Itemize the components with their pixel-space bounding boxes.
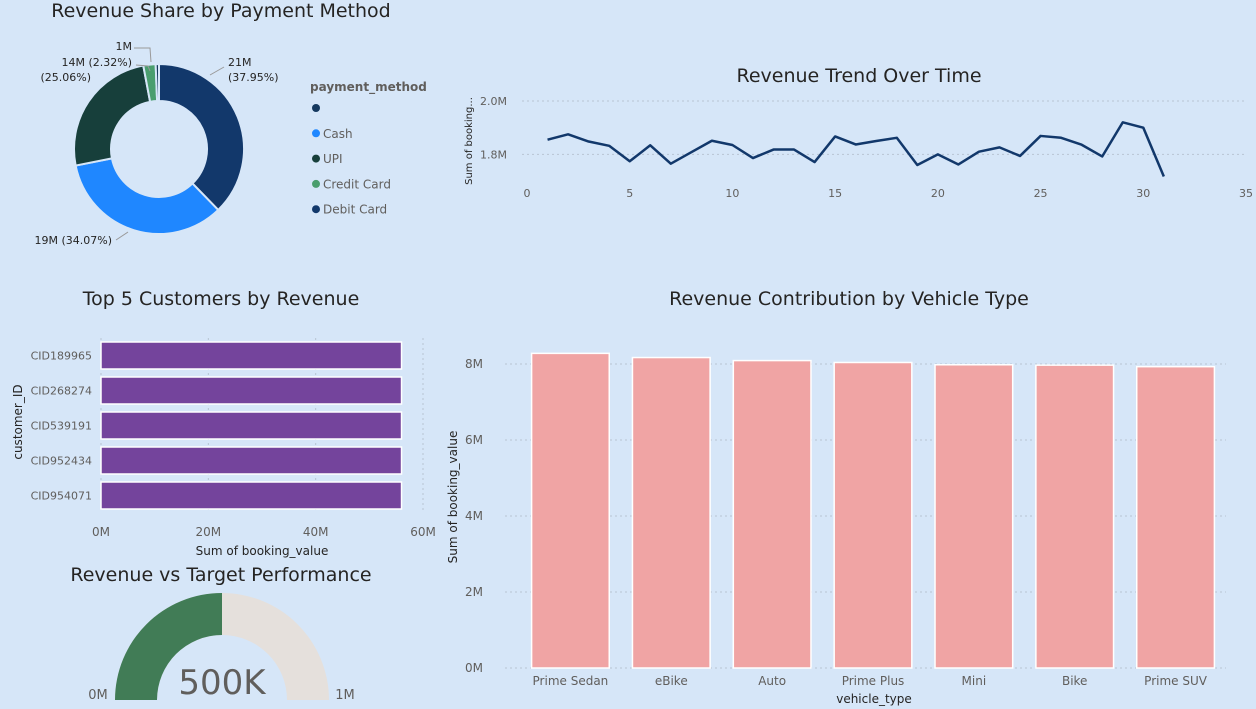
- vbar-y-tick-0: 0M: [465, 661, 483, 675]
- donut-leader-line-3: [134, 47, 152, 63]
- top-customers-bar-chart[interactable]: 0M 20M 40M 60M CID189965 CID268274 CID539191 CI…: [0, 0, 440, 560]
- payment-method-donut-chart[interactable]: 21M (37.95%) 19M (34.07%) 14M (2.32%) (25.06…: [0, 0, 440, 260]
- legend-marker-1: [312, 129, 320, 138]
- legend-marker-3: [312, 179, 320, 188]
- hbar-bar-4: [100, 481, 403, 510]
- donut-slice-0: [158, 62, 245, 212]
- line-y-axis-label: Sum of booking...: [464, 97, 475, 185]
- line-y-tick-1: 2.0M: [480, 95, 507, 108]
- hbar-bar-1: [100, 376, 403, 405]
- donut-slice-4: [154, 62, 160, 103]
- hbar-category-label-4: CID954071: [31, 490, 92, 503]
- legend-label-2: UPI: [323, 152, 343, 166]
- vbar-bar-4: [934, 364, 1014, 669]
- legend-label-3: Credit Card: [323, 177, 391, 191]
- line-x-tick-6: 30: [1136, 187, 1150, 200]
- vbar-bar-3: [833, 361, 913, 669]
- vbar-category-label-2: Auto: [758, 674, 786, 688]
- gauge-fill: [115, 593, 222, 700]
- line-x-tick-0: 0: [524, 187, 531, 200]
- hbar-x-axis-label: Sum of booking_value: [196, 544, 329, 558]
- hbar-x-tick-3: 60M: [410, 525, 436, 539]
- hbar-category-label-0: CID189965: [31, 350, 92, 363]
- line-x-tick-4: 20: [931, 187, 945, 200]
- hbar-bar-3: [100, 446, 403, 475]
- hbar-category-label-3: CID952434: [31, 455, 92, 468]
- vbar-chart-title: Revenue Contribution by Vehicle Type: [669, 288, 1029, 310]
- donut-data-label-0: 21M: [228, 56, 252, 69]
- donut-leader-line-0: [209, 66, 225, 76]
- vbar-category-label-0: Prime Sedan: [533, 674, 609, 688]
- legend-marker-4: [312, 205, 320, 214]
- hbar-bar-2: [100, 411, 403, 440]
- vbar-bar-2: [732, 359, 812, 669]
- gauge-max-label: 1M: [335, 688, 355, 703]
- vbar-y-tick-2: 4M: [465, 509, 483, 523]
- hbar-category-label-1: CID268274: [31, 385, 92, 398]
- donut-slice-1: [74, 157, 220, 235]
- legend-label-4: Debit Card: [323, 203, 387, 217]
- vbar-bar-1: [631, 356, 711, 669]
- hbar-chart-title: Top 5 Customers by Revenue: [82, 288, 360, 310]
- vbar-category-label-1: eBike: [655, 674, 688, 688]
- line-chart-title: Revenue Trend Over Time: [736, 65, 982, 87]
- hbar-category-label-2: CID539191: [31, 420, 92, 433]
- vbar-y-tick-4: 8M: [465, 357, 483, 371]
- line-x-tick-3: 15: [828, 187, 842, 200]
- gauge-value-label: 500K: [178, 663, 267, 703]
- gauge-title: Revenue vs Target Performance: [70, 564, 372, 586]
- hbar-x-tick-0: 0M: [92, 525, 110, 539]
- gauge-min-label: 0M: [88, 688, 108, 703]
- donut-data-label-0-b: (37.95%): [228, 71, 279, 84]
- line-y-tick-0: 1.8M: [480, 148, 507, 161]
- revenue-trend-series-line: [547, 121, 1165, 177]
- legend-marker-2: [312, 154, 320, 163]
- donut-data-label-2: 14M (2.32%): [61, 56, 132, 69]
- vbar-category-label-4: Mini: [962, 674, 987, 688]
- vbar-category-label-5: Bike: [1062, 674, 1087, 688]
- legend-title: payment_method: [310, 80, 427, 95]
- donut-leader-line-1: [115, 231, 129, 241]
- vbar-category-label-3: Prime Plus: [842, 674, 905, 688]
- donut-leader-line-2: [135, 64, 151, 72]
- donut-data-label-3: 1M: [116, 40, 133, 53]
- hbar-x-tick-2: 40M: [303, 525, 329, 539]
- hbar-bar-0: [100, 341, 403, 370]
- vbar-x-axis-label: vehicle_type: [836, 692, 912, 706]
- vbar-y-tick-3: 6M: [465, 433, 483, 447]
- vbar-bar-0: [530, 352, 611, 669]
- line-x-tick-5: 25: [1034, 187, 1048, 200]
- line-x-tick-1: 5: [626, 187, 633, 200]
- line-x-tick-2: 10: [725, 187, 739, 200]
- vbar-y-axis-label: Sum of booking_value: [446, 431, 460, 564]
- donut-data-label-2-b: (25.06%): [40, 71, 91, 84]
- vbar-category-label-6: Prime SUV: [1144, 674, 1208, 688]
- hbar-y-axis-label: customer_ID: [11, 384, 25, 459]
- vbar-y-tick-1: 2M: [465, 585, 483, 599]
- vbar-bar-6: [1135, 365, 1216, 669]
- donut-chart-title: Revenue Share by Payment Method: [51, 0, 391, 22]
- revenue-target-gauge[interactable]: 500K 0M 1M: [0, 0, 440, 709]
- hbar-x-tick-1: 20M: [196, 525, 222, 539]
- legend-marker-0: [312, 104, 320, 112]
- donut-data-label-1: 19M (34.07%): [34, 234, 112, 247]
- line-x-tick-7: 35: [1239, 187, 1253, 200]
- vbar-bar-5: [1035, 364, 1115, 669]
- legend-label-1: Cash: [323, 127, 353, 141]
- revenue-trend-line-chart[interactable]: 1.8M 2.0M 0 5 10 15 20 25 30 35 Sum of booking...: [0, 0, 1256, 260]
